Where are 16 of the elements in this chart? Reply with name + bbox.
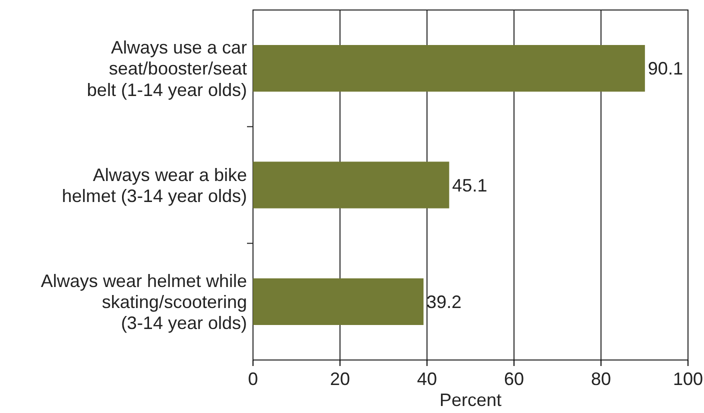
x-tick-label: 20 [330,369,350,390]
y-tick-label: Always wear helmet while skating/scootering (3-14 year olds) [40,270,247,334]
x-axis-title: Percent [439,390,502,410]
x-tick-label: 100 [672,369,704,390]
bar [253,45,645,92]
bar [253,278,424,325]
y-tick-label: Always use a car seat/booster/seat belt (1-14 year olds) [86,38,247,100]
x-tick-label: 40 [416,369,438,390]
bar [253,162,450,208]
data-label: 39.2 [426,292,462,312]
y-tick-label: Always wear a bike helmet (3-14 year olds) [62,164,247,206]
x-tick-label: 0 [248,369,258,390]
x-tick-label: 60 [504,369,524,390]
data-label: 45.1 [452,175,488,196]
data-label: 90.1 [648,58,683,79]
x-tick-label: 80 [590,369,612,390]
